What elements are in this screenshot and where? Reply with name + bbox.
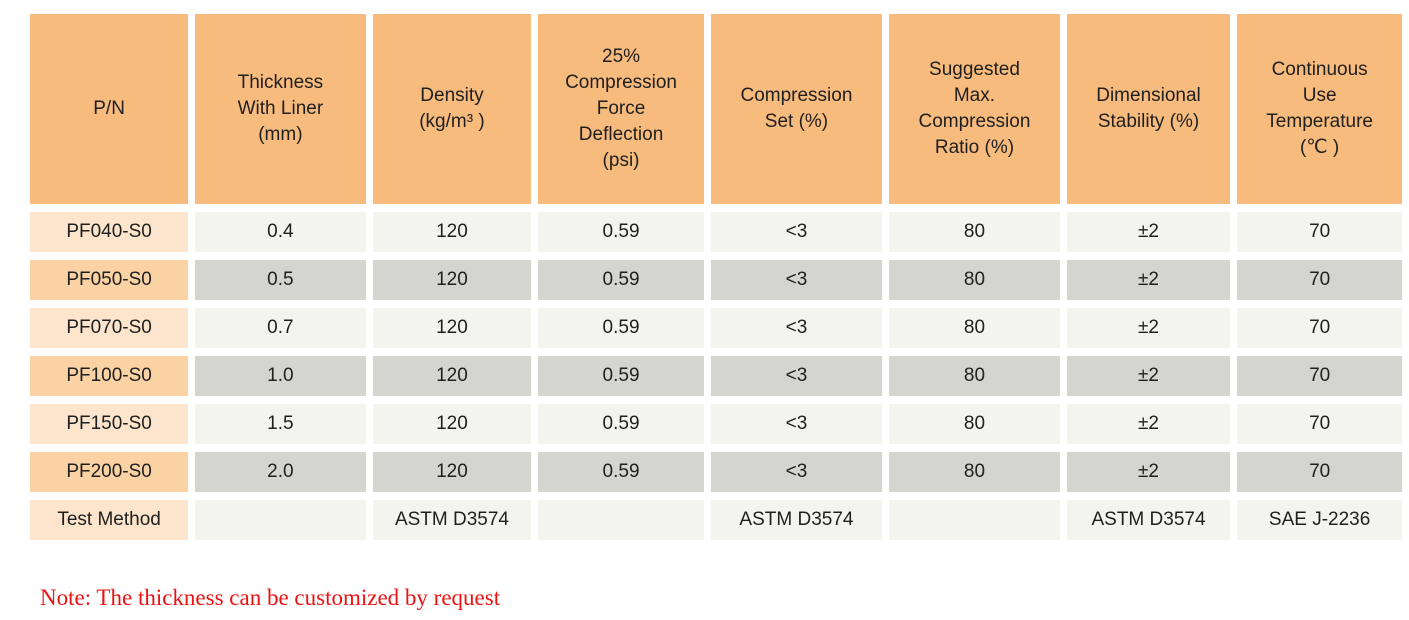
data-cell: <3 bbox=[710, 356, 883, 396]
data-cell: <3 bbox=[710, 404, 883, 444]
data-cell: 120 bbox=[372, 212, 532, 252]
data-cell: SAE J-2236 bbox=[1237, 500, 1402, 540]
data-cell: 0.7 bbox=[195, 308, 366, 348]
data-cell: <3 bbox=[710, 212, 883, 252]
data-cell: 0.59 bbox=[538, 308, 704, 348]
data-cell: 70 bbox=[1237, 308, 1402, 348]
pn-cell: PF040-S0 bbox=[30, 212, 189, 252]
data-cell: ±2 bbox=[1066, 404, 1231, 444]
data-cell: ±2 bbox=[1066, 356, 1231, 396]
data-cell: 80 bbox=[889, 260, 1060, 300]
data-cell: 80 bbox=[889, 404, 1060, 444]
data-cell bbox=[889, 500, 1060, 540]
data-cell: 120 bbox=[372, 404, 532, 444]
data-cell: ASTM D3574 bbox=[1066, 500, 1231, 540]
data-cell bbox=[538, 500, 704, 540]
pn-cell: PF150-S0 bbox=[30, 404, 189, 444]
data-cell: ±2 bbox=[1066, 452, 1231, 492]
data-cell: 0.59 bbox=[538, 356, 704, 396]
header-cell-density: Density (kg/m³ ) bbox=[372, 14, 532, 204]
data-cell bbox=[195, 500, 366, 540]
table-row-pf070-s0: PF070-S0 0.7 120 0.59 <3 80 ±2 70 bbox=[30, 308, 1402, 348]
data-cell: 1.0 bbox=[195, 356, 366, 396]
data-cell: ASTM D3574 bbox=[372, 500, 532, 540]
table-row-test-method: Test Method ASTM D3574 ASTM D3574 ASTM D357… bbox=[30, 500, 1402, 540]
header-cell-temperature: Continuous Use Temperature (℃ ) bbox=[1237, 14, 1402, 204]
data-cell: 1.5 bbox=[195, 404, 366, 444]
data-cell: 70 bbox=[1237, 212, 1402, 252]
spec-table-body: PF040-S0 0.4 120 0.59 <3 80 ±2 70 PF050-S0 0.5 120… bbox=[30, 212, 1402, 540]
pn-cell: PF050-S0 bbox=[30, 260, 189, 300]
data-cell: 0.59 bbox=[538, 452, 704, 492]
data-cell: 70 bbox=[1237, 356, 1402, 396]
pn-cell: PF070-S0 bbox=[30, 308, 189, 348]
data-cell: 0.59 bbox=[538, 212, 704, 252]
data-cell: 70 bbox=[1237, 260, 1402, 300]
table-row-pf050-s0: PF050-S0 0.5 120 0.59 <3 80 ±2 70 bbox=[30, 260, 1402, 300]
header-cell-max-compression: Suggested Max. Compression Ratio (%) bbox=[889, 14, 1060, 204]
data-cell: 0.59 bbox=[538, 404, 704, 444]
header-cell-thickness: Thickness With Liner (mm) bbox=[195, 14, 366, 204]
data-cell: <3 bbox=[710, 308, 883, 348]
data-cell: 120 bbox=[372, 356, 532, 396]
data-cell: 70 bbox=[1237, 452, 1402, 492]
data-cell: ASTM D3574 bbox=[710, 500, 883, 540]
data-cell: 80 bbox=[889, 452, 1060, 492]
header-cell-compression-force: 25% Compression Force Deflection (psi) bbox=[538, 14, 704, 204]
header-row: P/N Thickness With Liner (mm) Density (kg/… bbox=[30, 14, 1402, 204]
data-cell: 80 bbox=[889, 212, 1060, 252]
spec-table-header: P/N Thickness With Liner (mm) Density (kg/… bbox=[30, 14, 1402, 204]
pn-cell: PF100-S0 bbox=[30, 356, 189, 396]
data-cell: 0.59 bbox=[538, 260, 704, 300]
note-text: Note: The thickness can be customized by… bbox=[40, 585, 501, 610]
header-cell-pn: P/N bbox=[30, 14, 189, 204]
header-cell-dimensional: Dimensional Stability (%) bbox=[1066, 14, 1231, 204]
data-cell: ±2 bbox=[1066, 212, 1231, 252]
data-cell: 120 bbox=[372, 260, 532, 300]
data-cell: 0.4 bbox=[195, 212, 366, 252]
data-cell: 2.0 bbox=[195, 452, 366, 492]
table-row-pf040-s0: PF040-S0 0.4 120 0.59 <3 80 ±2 70 bbox=[30, 212, 1402, 252]
data-cell: ±2 bbox=[1066, 308, 1231, 348]
spec-table: P/N Thickness With Liner (mm) Density (kg/… bbox=[23, 6, 1409, 548]
data-cell: 0.5 bbox=[195, 260, 366, 300]
data-cell: 80 bbox=[889, 356, 1060, 396]
data-cell: 120 bbox=[372, 452, 532, 492]
pn-cell: Test Method bbox=[30, 500, 189, 540]
data-cell: <3 bbox=[710, 452, 883, 492]
table-row-pf100-s0: PF100-S0 1.0 120 0.59 <3 80 ±2 70 bbox=[30, 356, 1402, 396]
data-cell: <3 bbox=[710, 260, 883, 300]
table-row-pf200-s0: PF200-S0 2.0 120 0.59 <3 80 ±2 70 bbox=[30, 452, 1402, 492]
pn-cell: PF200-S0 bbox=[30, 452, 189, 492]
header-cell-compression-set: Compression Set (%) bbox=[710, 14, 883, 204]
data-cell: 120 bbox=[372, 308, 532, 348]
data-cell: 80 bbox=[889, 308, 1060, 348]
table-row-pf150-s0: PF150-S0 1.5 120 0.59 <3 80 ±2 70 bbox=[30, 404, 1402, 444]
data-cell: 70 bbox=[1237, 404, 1402, 444]
data-cell: ±2 bbox=[1066, 260, 1231, 300]
